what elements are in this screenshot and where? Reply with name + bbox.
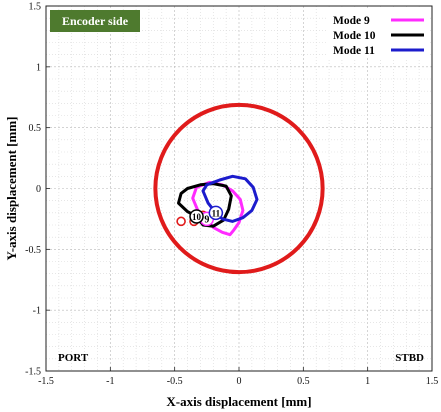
encoder-side-label-text: Encoder side — [62, 14, 129, 28]
clearance-circle-layer — [153, 102, 325, 275]
port-label: PORT — [58, 352, 89, 364]
legend-label-9: Mode 9 — [333, 15, 370, 27]
plot-area: 910 11 — [45, 5, 433, 372]
orbit-line-11 — [201, 174, 259, 223]
end-marker-label-9: 9 — [204, 214, 209, 225]
end-marker-label-10: 10 — [192, 212, 202, 222]
y-tick-label: 0 — [36, 184, 41, 195]
y-axis-title: Y-axis displacement [mm] — [4, 117, 19, 261]
y-tick-label: 1.5 — [29, 2, 42, 13]
x-tick-labels: -1.5 -1 -0.5 0 0.5 1 1.5 — [38, 367, 438, 387]
y-tick-label: -1 — [33, 306, 41, 317]
x-tick-label: 1.5 — [426, 376, 439, 387]
legend: Mode 9 Mode 10 Mode 11 — [328, 8, 430, 58]
end-marker-10 — [189, 209, 204, 224]
y-tick-label: -0.5 — [25, 245, 41, 256]
y-tick-labels: -1.5 -1 -0.5 0 0.5 1 1.5 — [25, 2, 50, 378]
x-tick-label: 0 — [237, 376, 242, 387]
y-tick-label: 0.5 — [29, 123, 42, 134]
encoder-side-label: Encoder side — [50, 10, 140, 32]
x-axis-title: X-axis displacement [mm] — [166, 394, 311, 409]
x-tick-label: -0.5 — [167, 376, 183, 387]
start-marker-10 — [176, 216, 186, 227]
end-marker-11 — [208, 205, 224, 221]
y-tick-label: 1 — [36, 62, 41, 73]
x-tick-label: 1 — [365, 376, 370, 387]
x-tick-label: -1 — [106, 376, 114, 387]
clearance-circle — [153, 102, 325, 275]
grid — [45, 5, 433, 372]
orbit-line-9 — [191, 180, 245, 237]
orbit-line-10 — [177, 182, 233, 228]
end-marker-label-11: 11 — [212, 208, 221, 218]
x-tick-label: -1.5 — [38, 376, 54, 387]
x-tick-label: 0.5 — [297, 376, 310, 387]
legend-label-10: Mode 10 — [333, 30, 376, 42]
series-layer: 910 11 — [176, 174, 259, 237]
encoder-side-label-background — [50, 10, 140, 32]
y-tick-label: -1.5 — [25, 367, 41, 378]
legend-label-11: Mode 11 — [333, 45, 375, 57]
stbd-label: STBD — [395, 352, 424, 364]
